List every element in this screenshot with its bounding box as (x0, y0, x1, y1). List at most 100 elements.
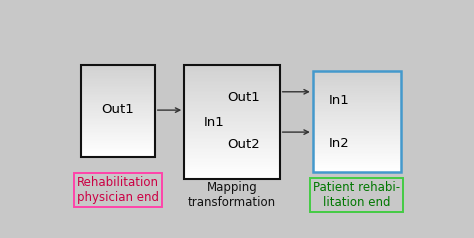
Bar (313, 76, 401, 77)
Text: Out2: Out2 (227, 138, 260, 151)
Bar (184, 94, 280, 95)
Bar (313, 153, 401, 154)
Bar (184, 71, 280, 72)
Bar (82, 116, 155, 117)
Bar (82, 72, 155, 73)
Bar (82, 139, 155, 140)
Bar (184, 92, 280, 94)
Bar (313, 125, 401, 126)
Bar (82, 85, 155, 86)
Bar (313, 104, 401, 105)
Bar (184, 160, 280, 162)
Bar (184, 173, 280, 174)
Bar (313, 92, 401, 93)
Bar (313, 169, 401, 170)
Bar (82, 156, 155, 157)
Bar (313, 101, 401, 102)
Bar (313, 140, 401, 141)
Bar (313, 149, 401, 150)
Bar (82, 81, 155, 82)
Bar (184, 142, 280, 143)
Bar (184, 166, 280, 168)
Bar (184, 106, 280, 108)
Bar (82, 93, 155, 94)
Text: Rehabilitation
physician end: Rehabilitation physician end (77, 176, 159, 204)
Bar (313, 158, 401, 159)
Bar (313, 77, 401, 78)
Bar (184, 121, 280, 122)
Bar (313, 148, 401, 149)
Bar (184, 85, 280, 87)
Text: In2: In2 (328, 137, 349, 150)
Bar (82, 150, 155, 151)
Bar (82, 120, 155, 121)
Bar (82, 123, 155, 124)
Bar (184, 177, 280, 179)
Bar (184, 69, 280, 71)
Bar (82, 125, 155, 126)
Bar (82, 71, 155, 72)
Bar (184, 67, 280, 68)
Bar (184, 118, 280, 119)
Bar (82, 94, 155, 95)
Bar (82, 130, 155, 132)
Bar (184, 65, 280, 179)
Bar (313, 79, 401, 81)
Bar (313, 150, 401, 151)
Bar (313, 136, 401, 138)
Bar (82, 90, 155, 92)
Bar (82, 73, 155, 74)
Text: In1: In1 (328, 94, 349, 107)
Bar (184, 81, 280, 82)
Bar (184, 105, 280, 106)
Bar (82, 88, 155, 89)
Bar (313, 143, 401, 144)
Bar (82, 106, 155, 108)
Bar (82, 137, 155, 139)
Bar (184, 124, 280, 125)
Bar (184, 153, 280, 155)
Bar (184, 145, 280, 146)
Bar (184, 176, 280, 177)
Bar (82, 121, 155, 123)
Bar (184, 139, 280, 140)
Bar (184, 129, 280, 131)
Bar (313, 115, 401, 116)
Bar (82, 129, 155, 130)
Bar (313, 141, 401, 143)
Bar (82, 96, 155, 97)
Bar (313, 91, 401, 92)
Bar (82, 111, 155, 112)
Bar (313, 81, 401, 82)
Bar (184, 131, 280, 132)
Bar (184, 72, 280, 74)
Bar (184, 95, 280, 96)
Bar (82, 144, 155, 145)
Bar (184, 170, 280, 172)
Bar (184, 169, 280, 170)
Bar (313, 131, 401, 132)
Bar (184, 156, 280, 158)
Bar (313, 82, 401, 83)
Bar (184, 125, 280, 126)
Bar (313, 106, 401, 107)
Bar (184, 96, 280, 98)
Bar (184, 135, 280, 136)
Bar (313, 100, 401, 101)
Bar (82, 109, 155, 110)
Bar (313, 87, 401, 88)
Bar (82, 65, 155, 157)
Bar (313, 111, 401, 112)
Bar (184, 82, 280, 84)
Bar (313, 127, 401, 129)
Bar (313, 124, 401, 125)
Bar (313, 73, 401, 74)
Bar (313, 166, 401, 168)
Bar (184, 112, 280, 114)
Bar (82, 89, 155, 90)
Bar (184, 133, 280, 135)
Bar (313, 95, 401, 96)
Bar (313, 145, 401, 146)
Bar (184, 78, 280, 79)
Bar (82, 132, 155, 133)
